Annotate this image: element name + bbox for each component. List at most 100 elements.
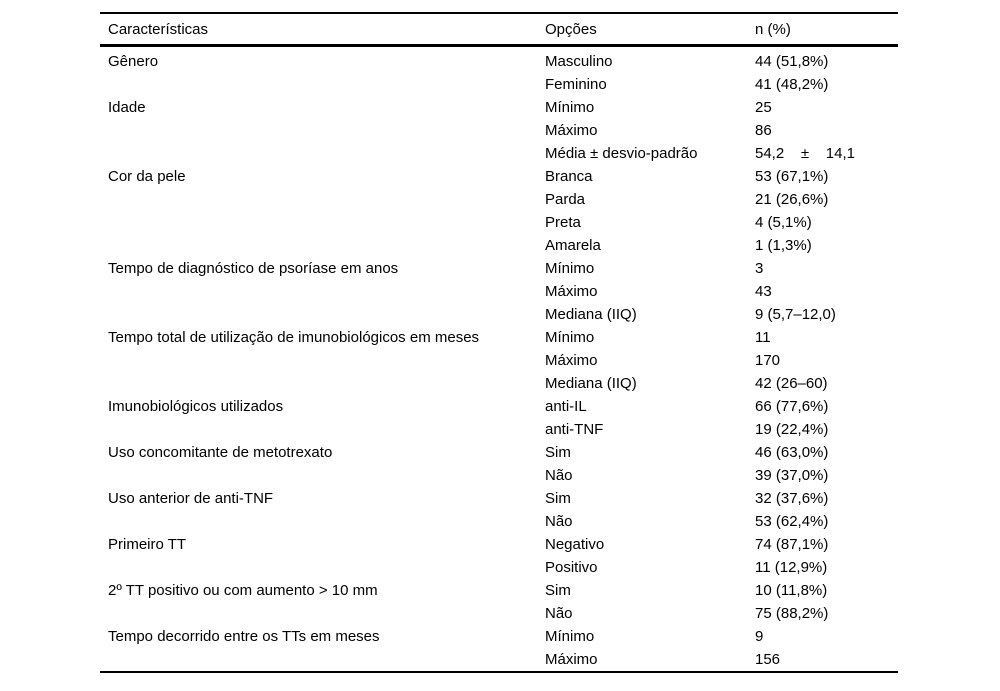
table-row: Amarela 1 (1,3%): [100, 234, 898, 257]
characteristic-cell: [100, 648, 545, 672]
characteristic-cell: [100, 188, 545, 211]
header-n-pct: n (%): [755, 20, 791, 38]
value-cell: 41 (48,2%): [755, 76, 829, 93]
table-row: Tempo decorrido entre os TTs em meses Mín…: [100, 625, 898, 648]
option-cell: Amarela: [545, 237, 601, 254]
characteristic-cell: [100, 602, 545, 625]
table-row: Uso concomitante de metotrexato Sim 46 (63…: [100, 441, 898, 464]
table-row: Não 75 (88,2%): [100, 602, 898, 625]
value-cell: 3: [755, 260, 764, 277]
option-cell: Negativo: [545, 536, 605, 553]
characteristic-cell: Tempo de diagnóstico de psoríase em anos: [108, 260, 399, 277]
option-cell: Sim: [545, 444, 571, 461]
value-cell: 53 (67,1%): [755, 168, 829, 185]
characteristic-cell: [100, 119, 545, 142]
value-cell: 54,2 ± 14,1: [755, 145, 855, 162]
option-cell: anti-IL: [545, 398, 587, 415]
characteristic-cell: [100, 280, 545, 303]
table-row: Preta 4 (5,1%): [100, 211, 898, 234]
option-cell: Não: [545, 467, 573, 484]
header-characteristics: Características: [108, 20, 209, 38]
characteristic-cell: [100, 303, 545, 326]
characteristic-cell: Cor da pele: [108, 168, 186, 185]
table-row: Gênero Masculino 44 (51,8%): [100, 46, 898, 74]
characteristic-cell: [100, 418, 545, 441]
option-cell: Mínimo: [545, 628, 595, 645]
characteristic-cell: Primeiro TT: [108, 536, 187, 553]
option-cell: Sim: [545, 582, 571, 599]
option-cell: Masculino: [545, 53, 613, 70]
characteristic-cell: Uso concomitante de metotrexato: [108, 444, 333, 461]
table-row: Parda 21 (26,6%): [100, 188, 898, 211]
value-cell: 1 (1,3%): [755, 237, 812, 254]
option-cell: Sim: [545, 490, 571, 507]
option-cell: Máximo: [545, 352, 598, 369]
option-cell: Não: [545, 513, 573, 530]
value-cell: 25: [755, 99, 772, 116]
value-cell: 9: [755, 628, 764, 645]
option-cell: Mínimo: [545, 99, 595, 116]
characteristic-cell: [100, 142, 545, 165]
option-cell: Mediana (IIQ): [545, 375, 637, 392]
option-cell: Mínimo: [545, 329, 595, 346]
table-body: Gênero Masculino 44 (51,8%) Feminino 41 (48,…: [100, 46, 898, 672]
table-row: Não 39 (37,0%): [100, 464, 898, 487]
option-cell: Máximo: [545, 122, 598, 139]
table-row: anti-TNF 19 (22,4%): [100, 418, 898, 441]
value-cell: 11: [755, 329, 771, 346]
characteristic-cell: Tempo total de utilização de imunobiológ…: [108, 329, 480, 346]
value-cell: 4 (5,1%): [755, 214, 812, 231]
value-cell: 74 (87,1%): [755, 536, 829, 553]
option-cell: Positivo: [545, 559, 598, 576]
table-row: Cor da pele Branca 53 (67,1%): [100, 165, 898, 188]
table-row: Máximo 170: [100, 349, 898, 372]
value-cell: 156: [755, 651, 781, 668]
option-cell: Mínimo: [545, 260, 595, 277]
table-row: Mediana (IIQ) 9 (5,7–12,0): [100, 303, 898, 326]
option-cell: Branca: [545, 168, 593, 185]
table-row: Primeiro TT Negativo 74 (87,1%): [100, 533, 898, 556]
value-cell: 19 (22,4%): [755, 421, 829, 438]
table-row: Feminino 41 (48,2%): [100, 73, 898, 96]
characteristic-cell: [100, 510, 545, 533]
characteristic-cell: [100, 372, 545, 395]
option-cell: Mediana (IIQ): [545, 306, 637, 323]
table-row: Não 53 (62,4%): [100, 510, 898, 533]
option-cell: Média ± desvio-padrão: [545, 145, 698, 162]
value-cell: 32 (37,6%): [755, 490, 829, 507]
table-row: Mediana (IIQ) 42 (26–60): [100, 372, 898, 395]
table-row: Uso anterior de anti-TNF Sim 32 (37,6%): [100, 487, 898, 510]
value-cell: 170: [755, 352, 781, 369]
option-cell: Máximo: [545, 651, 598, 668]
value-cell: 21 (26,6%): [755, 191, 829, 208]
characteristic-cell: 2º TT positivo ou com aumento > 10 mm: [108, 582, 378, 599]
table-row: Idade Mínimo 25: [100, 96, 898, 119]
value-cell: 43: [755, 283, 772, 300]
option-cell: Máximo: [545, 283, 598, 300]
characteristic-cell: Gênero: [108, 53, 159, 70]
characteristic-cell: Tempo decorrido entre os TTs em meses: [108, 628, 380, 645]
value-cell: 44 (51,8%): [755, 53, 829, 70]
table-row: Máximo 43: [100, 280, 898, 303]
table-row: Máximo 156: [100, 648, 898, 672]
option-cell: Parda: [545, 191, 586, 208]
header-options: Opções: [545, 20, 597, 38]
characteristic-cell: Uso anterior de anti-TNF: [108, 490, 274, 507]
table-header: Características Opções n (%): [100, 13, 898, 46]
header-row: Características Opções n (%): [100, 13, 898, 46]
table-row: 2º TT positivo ou com aumento > 10 mm Sim…: [100, 579, 898, 602]
value-cell: 86: [755, 122, 772, 139]
table-row: Tempo de diagnóstico de psoríase em anos…: [100, 257, 898, 280]
characteristic-cell: [100, 73, 545, 96]
value-cell: 39 (37,0%): [755, 467, 829, 484]
option-cell: anti-TNF: [545, 421, 604, 438]
value-cell: 42 (26–60): [755, 375, 828, 392]
table-row: Tempo total de utilização de imunobiológ…: [100, 326, 898, 349]
value-cell: 11 (12,9%): [755, 559, 828, 576]
characteristic-cell: [100, 349, 545, 372]
characteristic-cell: Imunobiológicos utilizados: [108, 398, 284, 415]
characteristics-table: Características Opções n (%) Gênero Mascu…: [100, 12, 898, 673]
table-row: Positivo 11 (12,9%): [100, 556, 898, 579]
characteristic-cell: [100, 464, 545, 487]
